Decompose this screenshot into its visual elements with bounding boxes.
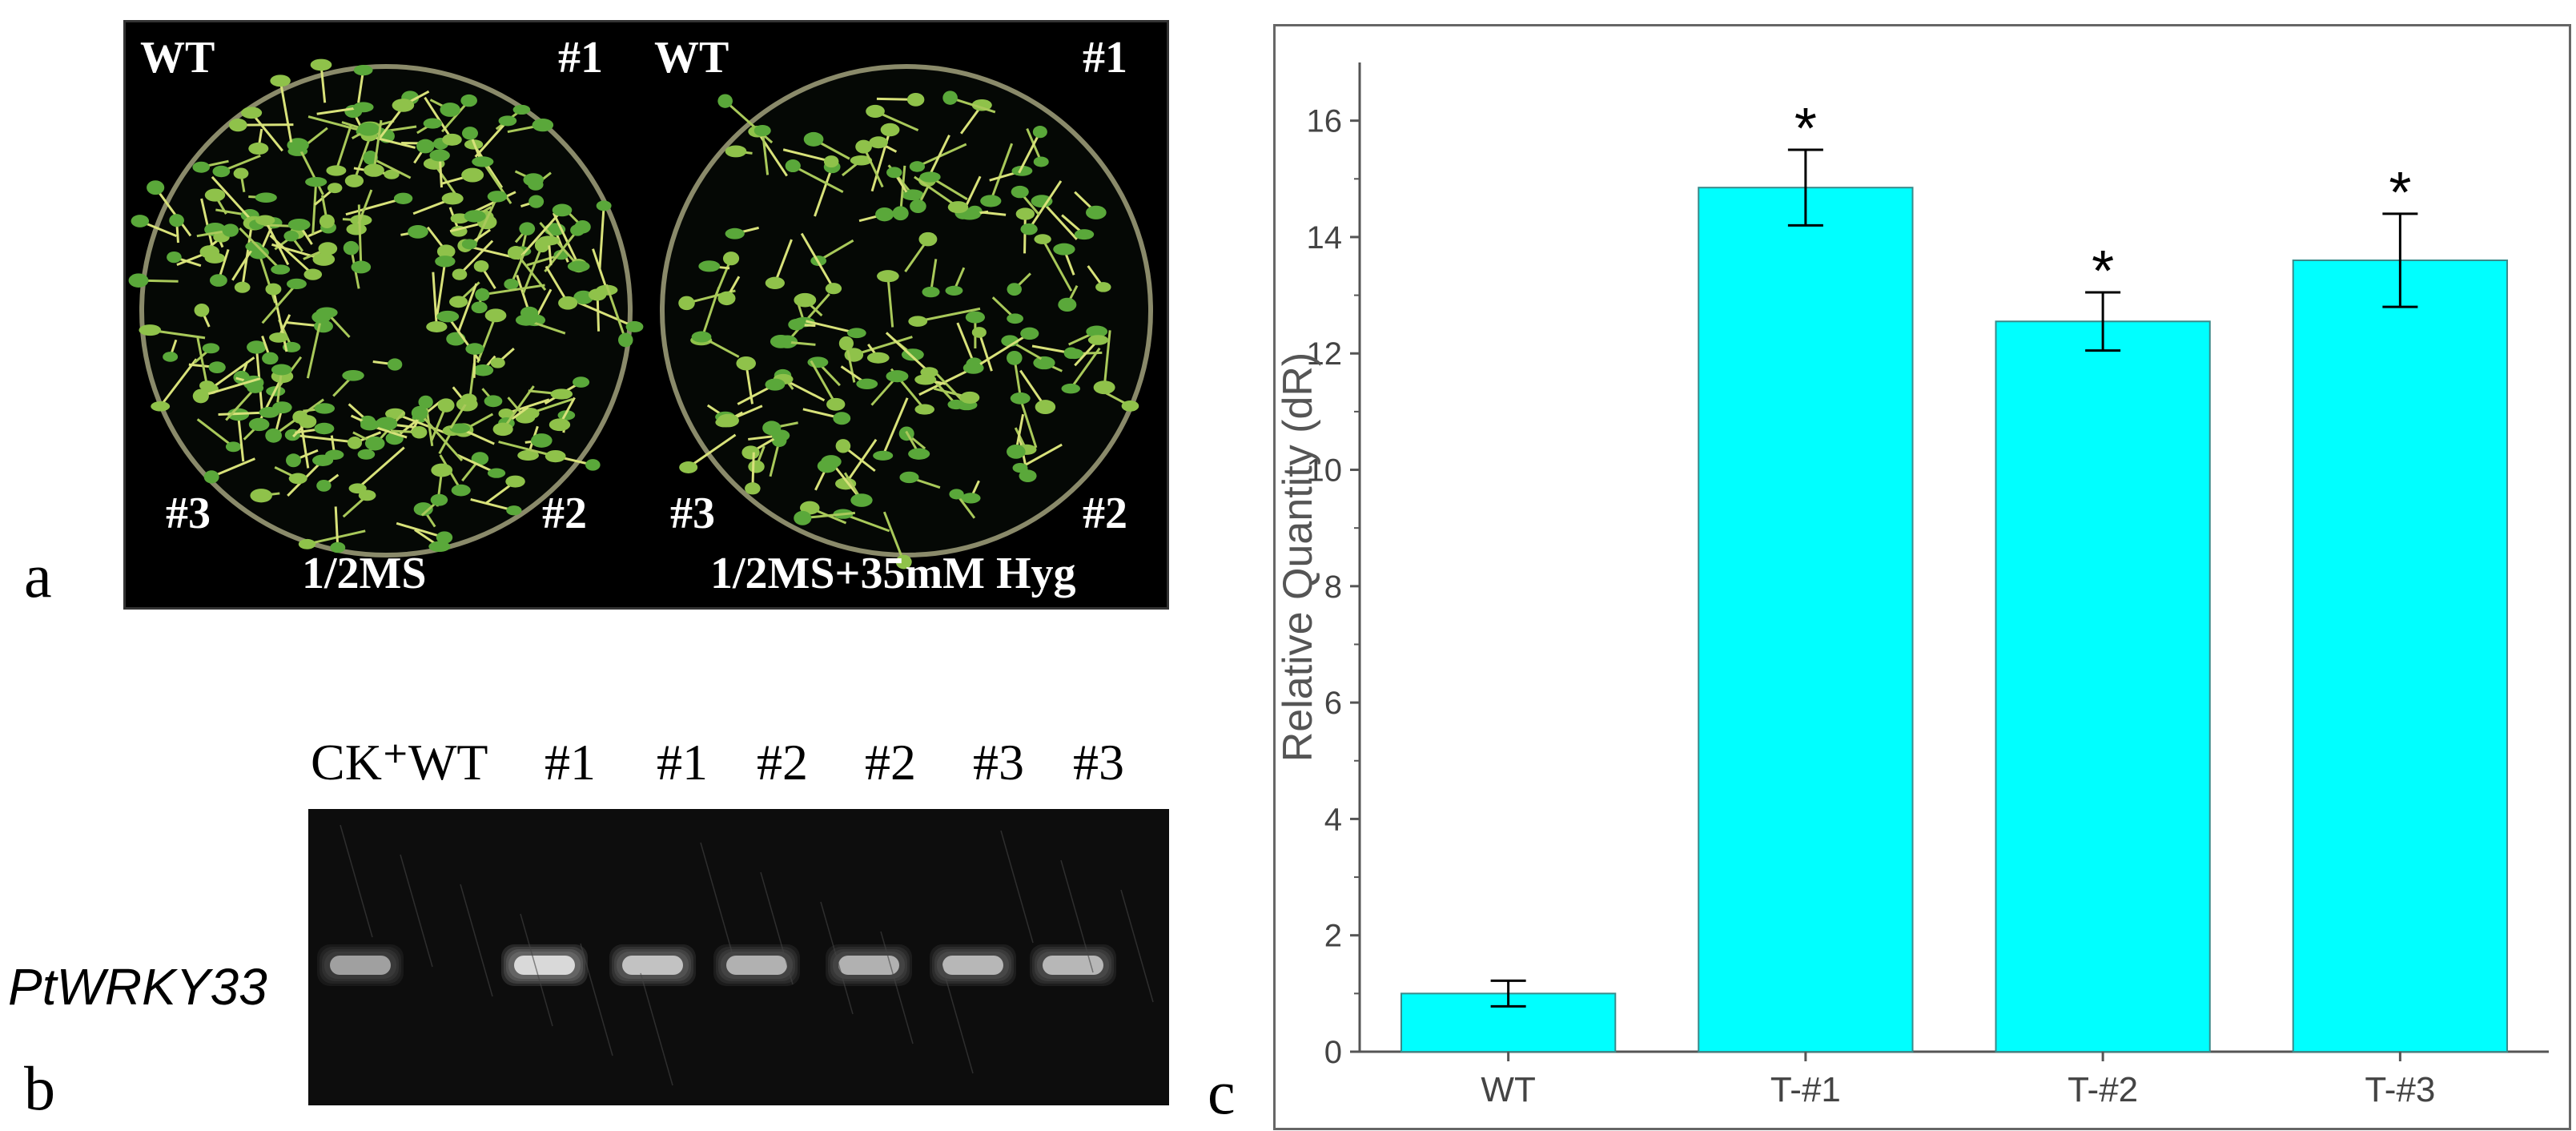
x-tick-label: T-#2 [2068, 1070, 2138, 1109]
right-plate-label-3: #3 [670, 489, 715, 538]
bar-chart: 0 2 4 6 8 10 12 14 16 Relative Quantity (dR) WT * T-… [1276, 62, 2549, 1109]
lane-label-1a: #1 [545, 734, 596, 791]
lane-label-2a: #2 [757, 734, 808, 791]
right-plate-caption: 1/2MS+35mM Hyg [710, 549, 1076, 598]
lane-label-3b: #3 [1073, 734, 1124, 791]
gel-image [308, 809, 1169, 1105]
gel-band [514, 956, 575, 975]
bar [1995, 320, 2211, 1053]
y-tick-label: 8 [1324, 570, 1342, 605]
seedlings [128, 58, 644, 553]
right-plate: WT #1 #3 #2 1/2MS+35mM Hyg [646, 22, 1167, 607]
plates-panel: WT #1 #3 #2 1/2MS WT #1 #3 #2 1/2MS+35mM… [123, 20, 1169, 610]
panel-letter-b: b [24, 1053, 55, 1123]
gel-band [726, 956, 787, 975]
lane-label-wt: WT [408, 734, 488, 791]
right-plate-label-2: #2 [1083, 489, 1127, 538]
significance-star: * [2092, 239, 2114, 304]
bar [1698, 187, 1914, 1053]
left-plate-label-2: #2 [542, 489, 587, 538]
left-plate-image [128, 58, 644, 557]
right-plate-label-wt: WT [654, 33, 729, 83]
panel-letter-a: a [24, 541, 52, 610]
lane-label-2b: #2 [865, 734, 916, 791]
gene-label: PtWRKY33 [8, 958, 267, 1016]
right-plate-image [660, 64, 1153, 570]
lane-label-1b: #1 [657, 734, 708, 791]
bar [2292, 260, 2509, 1053]
gel-band [1043, 956, 1103, 975]
y-tick-label: 14 [1307, 220, 1343, 256]
lane-label-3a: #3 [973, 734, 1024, 791]
gel-band [942, 956, 1003, 975]
x-tick-label: T-#1 [1770, 1070, 1841, 1109]
right-plate-label-1: #1 [1083, 33, 1127, 83]
y-tick-label: 6 [1324, 686, 1342, 721]
y-tick-label: 4 [1324, 802, 1342, 837]
left-plate-label-1: #1 [558, 33, 603, 83]
gel-band [838, 956, 899, 975]
y-axis-label: Relative Quantity (dR) [1276, 352, 1321, 763]
left-plate: WT #1 #3 #2 1/2MS [126, 22, 646, 607]
y-tick-label: 10 [1307, 453, 1343, 489]
x-tick-label: T-#3 [2365, 1070, 2435, 1109]
seedlings [678, 91, 1139, 570]
chart-frame: 0 2 4 6 8 10 12 14 16 Relative Quantity (dR) WT * T-… [1273, 24, 2571, 1130]
gel-lane-labels: CK⁺ WT #1 #1 #2 #2 #3 #3 [0, 737, 1169, 793]
significance-star: * [1794, 97, 1817, 161]
y-tick-label: 16 [1307, 104, 1343, 139]
panel-letter-c: c [1208, 1057, 1236, 1127]
significance-star: * [2389, 161, 2411, 225]
y-tick-label: 12 [1307, 336, 1343, 372]
left-plate-label-wt: WT [140, 33, 215, 83]
left-plate-caption: 1/2MS [302, 549, 427, 598]
y-tick-label: 2 [1324, 919, 1342, 954]
y-tick-label: 0 [1324, 1035, 1342, 1070]
lane-label-ck: CK⁺ [311, 734, 409, 791]
left-plate-label-3: #3 [166, 489, 211, 538]
x-tick-label: WT [1481, 1070, 1535, 1109]
gel-band [622, 956, 683, 975]
gel-band [330, 956, 391, 975]
